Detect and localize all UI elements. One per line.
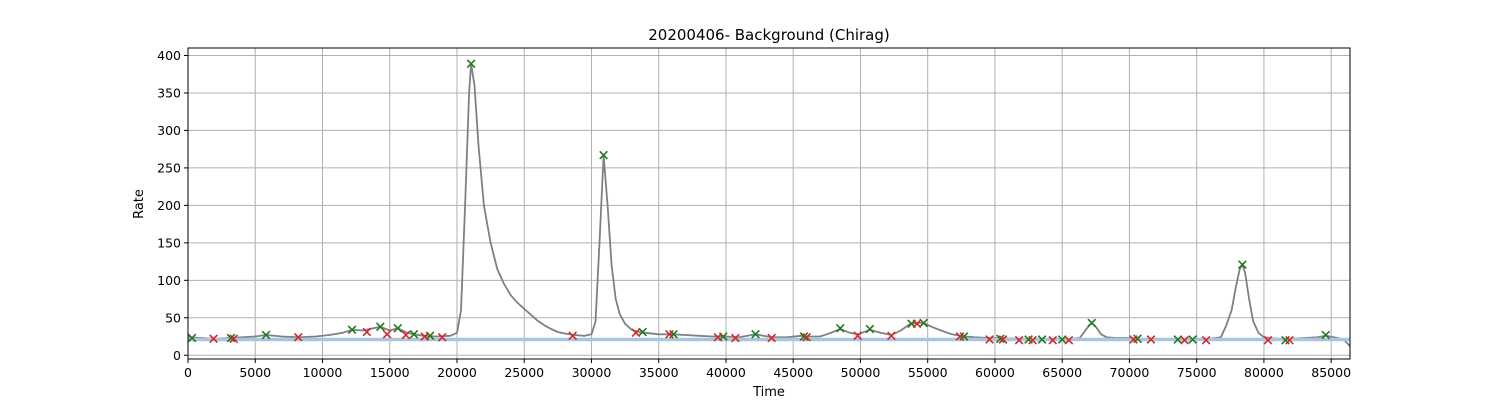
red-valley-marker — [887, 331, 896, 341]
green-peak-marker — [466, 59, 476, 69]
red-valley-marker — [665, 329, 674, 339]
red-valley-marker — [1064, 335, 1074, 345]
y-axis-label: Rate — [132, 189, 147, 219]
red-valley-marker — [1146, 335, 1156, 344]
red-valley-marker — [293, 332, 303, 342]
x-tick-label: 0 — [184, 365, 192, 380]
x-tick-label: 50000 — [841, 365, 881, 380]
y-tick-label: 50 — [165, 310, 181, 325]
green-peak-marker — [1188, 335, 1198, 344]
y-tick-label: 250 — [157, 160, 181, 175]
x-tick-label: 70000 — [1110, 365, 1150, 380]
green-peak-marker — [226, 333, 236, 343]
x-tick-label: 80000 — [1244, 365, 1284, 380]
green-peak-marker — [375, 322, 385, 332]
red-valley-marker — [1263, 335, 1273, 345]
green-peak-marker — [1037, 335, 1047, 344]
red-valley-marker — [998, 335, 1008, 344]
x-tick-label: 25000 — [504, 365, 544, 380]
green-peak-marker — [187, 333, 197, 343]
green-peak-marker — [599, 150, 608, 160]
green-peak-marker — [865, 324, 875, 334]
y-tick-label: 400 — [157, 48, 181, 63]
red-valley-marker — [1048, 335, 1058, 345]
y-axis: 0 50 100 150 200 250 300 350 400 — [157, 48, 188, 363]
y-tick-label: 350 — [157, 85, 181, 100]
red-valley-marker — [912, 319, 922, 329]
red-valley-marker — [362, 327, 372, 337]
red-valley-marker — [731, 333, 740, 343]
y-tick-label: 100 — [157, 273, 181, 288]
red-valley-marker — [955, 332, 965, 341]
green-peak-marker — [835, 323, 845, 333]
x-tick-label: 75000 — [1177, 365, 1217, 380]
x-tick-label: 5000 — [239, 365, 271, 380]
green-peak-marker — [261, 330, 271, 340]
red-valley-marker — [382, 329, 392, 339]
green-peak-marker — [409, 329, 419, 339]
y-tick-label: 200 — [157, 198, 181, 213]
green-peak-marker — [799, 332, 809, 341]
x-tick-label: 40000 — [706, 365, 746, 380]
red-valley-marker — [1201, 335, 1211, 345]
red-valley-marker — [209, 334, 218, 344]
green-peak-marker — [393, 323, 403, 333]
red-valley-marker — [568, 331, 578, 341]
red-valley-marker — [1014, 335, 1024, 345]
x-tick-label: 15000 — [370, 365, 410, 380]
x-tick-label: 10000 — [303, 365, 343, 380]
red-valley-marker — [1285, 335, 1294, 345]
grid — [187, 48, 1350, 359]
x-tick-label: 45000 — [773, 365, 813, 380]
x-axis-label: Time — [752, 385, 785, 400]
chart-title: 20200406- Background (Chirag) — [648, 26, 890, 44]
x-tick-label: 20000 — [437, 365, 477, 380]
axes-frame — [187, 47, 1351, 360]
x-axis: 0 5000 10000 15000 20000 25000 30000 35000 40000… — [184, 359, 1351, 380]
y-tick-label: 300 — [157, 123, 181, 138]
x-tick-label: 30000 — [572, 365, 612, 380]
green-peak-marker — [347, 325, 357, 335]
x-tick-label: 65000 — [1042, 365, 1082, 380]
green-peak-marker — [1238, 260, 1247, 269]
red-valley-marker — [401, 330, 411, 340]
red-valley-marker — [713, 332, 723, 342]
red-valley-marker — [631, 328, 641, 338]
green-peak-marker — [995, 334, 1005, 344]
green-peak-marker — [1087, 318, 1097, 328]
green-peak-marker — [751, 329, 760, 339]
green-peak-marker — [1321, 330, 1331, 340]
red-valley-marker — [802, 332, 812, 342]
red-valley-marker — [229, 334, 239, 344]
plot-area — [187, 59, 1351, 347]
red-valley-marker — [985, 335, 994, 344]
x-tick-label: 85000 — [1311, 365, 1351, 380]
red-valley-marker — [420, 332, 430, 341]
x-tick-label: 60000 — [975, 365, 1015, 380]
y-tick-label: 0 — [173, 348, 181, 363]
red-valley-marker — [767, 333, 777, 343]
red-valley-marker — [853, 331, 863, 341]
x-tick-label: 55000 — [908, 365, 948, 380]
red-valley-marker — [437, 332, 447, 342]
red-valley-marker — [1129, 335, 1138, 344]
y-tick-label: 150 — [157, 235, 181, 250]
red-valley-marker — [1028, 335, 1037, 345]
red-valley-marker — [1180, 335, 1189, 345]
x-tick-label: 35000 — [639, 365, 679, 380]
